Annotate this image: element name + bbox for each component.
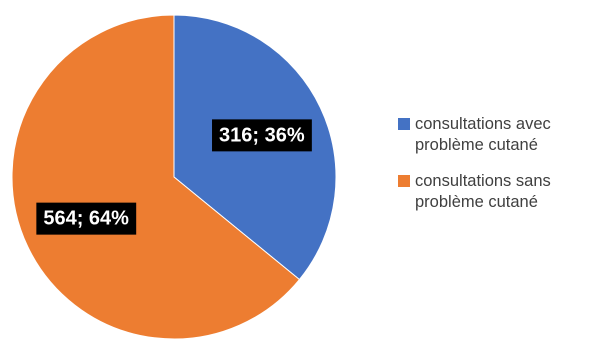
legend-label-sans-line2: problème cutané [415,193,538,211]
legend-label-sans-line1: consultations sans [415,172,551,190]
legend-swatch-avec [398,118,410,130]
data-label-avec-box [212,119,312,152]
data-label-avec-text: 316; 36% [219,124,305,146]
legend-label-avec-line1: consultations avec [415,115,551,133]
legend-item-sans: consultations sans problème cutané [398,171,598,213]
pie-slice-sans [11,14,301,340]
chart-legend: consultations avec problème cutané consu… [398,114,598,228]
data-label-sans-text: 564; 64% [43,208,129,230]
pie-data-labels: 316; 36% 564; 64% [36,119,312,235]
data-label-avec: 316; 36% [212,119,312,152]
pie-slices [11,14,337,340]
legend-label-avec: consultations avec problème cutané [415,114,551,156]
legend-label-sans: consultations sans problème cutané [415,171,551,213]
legend-swatch-sans [398,175,410,187]
data-label-sans: 564; 64% [36,202,137,235]
legend-label-avec-line2: problème cutané [415,136,538,154]
data-label-sans-box [36,202,137,235]
legend-item-avec: consultations avec problème cutané [398,114,598,156]
